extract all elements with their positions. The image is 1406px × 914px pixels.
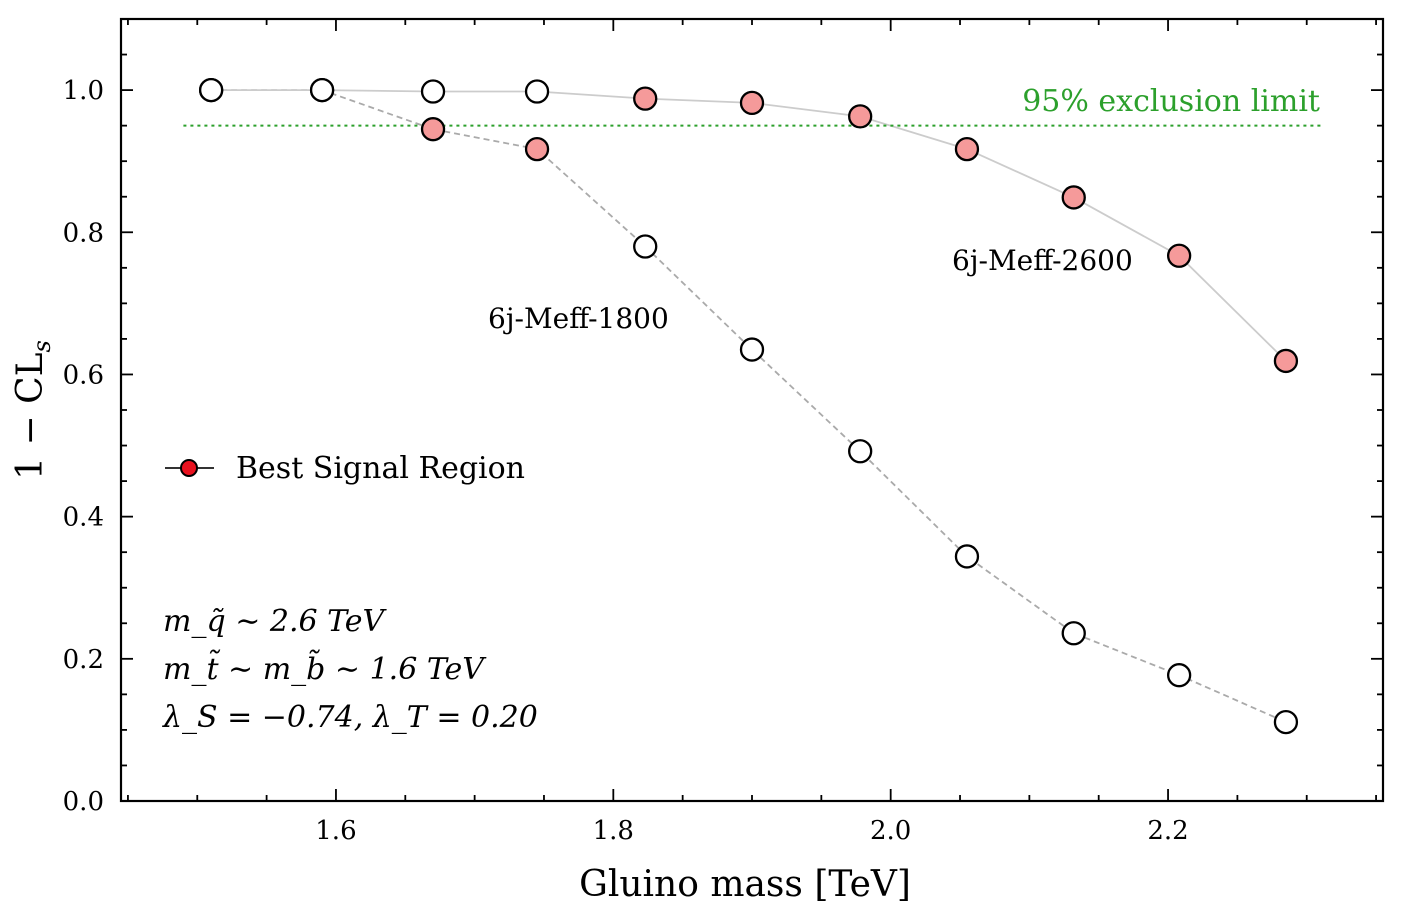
point-6j-meff-2600 xyxy=(1166,243,1192,268)
point-6j-meff-2600 xyxy=(198,77,224,103)
point-6j-meff-1800 xyxy=(633,234,658,259)
point-6j-meff-1800 xyxy=(1273,709,1299,735)
point-6j-meff-1800 xyxy=(1166,663,1192,688)
param-couplings: λ_S = −0.74, λ_T = 0.20 xyxy=(162,700,538,735)
point-6j-meff-2600 xyxy=(633,86,658,111)
x-tick-label: 2.2 xyxy=(1147,816,1188,846)
point-6j-meff-2600 xyxy=(848,104,873,129)
exclusion-limit-label: 95% exclusion limit xyxy=(1022,84,1320,119)
y-axis-title: 1 − CLs xyxy=(10,340,56,480)
point-6j-meff-2600 xyxy=(1273,348,1299,374)
y-tick-label: 0.6 xyxy=(63,360,104,390)
legend: Best Signal Region xyxy=(165,451,525,486)
point-6j-meff-2600 xyxy=(739,90,765,116)
point-6j-meff-2600 xyxy=(1061,185,1086,210)
annotation-6j-meff-1800: 6j-Meff-1800 xyxy=(488,302,669,335)
x-tick-label: 2.0 xyxy=(870,816,911,846)
param-squark-mass: m_q̃ ∼ 2.6 TeV xyxy=(163,604,388,639)
y-tick-label: 0.0 xyxy=(63,787,104,817)
plot-frame xyxy=(119,17,1385,803)
y-tick-label: 1.0 xyxy=(63,76,104,106)
point-6j-meff-2600 xyxy=(309,77,335,103)
point-6j-meff-1800 xyxy=(848,439,873,464)
point-6j-meff-2600 xyxy=(524,79,550,104)
y-axis-title-subscript: s xyxy=(28,340,56,352)
point-6j-meff-2600 xyxy=(420,79,446,104)
legend-marker-icon xyxy=(180,459,198,477)
series-line-6j-meff-2600 xyxy=(211,89,1287,362)
x-axis-title: Gluino mass [TeV] xyxy=(579,864,911,905)
annotation-6j-meff-2600: 6j-Meff-2600 xyxy=(952,244,1133,277)
point-6j-meff-2600 xyxy=(954,136,980,162)
point-6j-meff-1800 xyxy=(954,544,980,569)
point-6j-meff-1800 xyxy=(739,337,765,362)
param-stop-sbottom-mass: m_t̃ ∼ m_b̃ ∼ 1.6 TeV xyxy=(163,649,487,687)
y-tick-label: 0.8 xyxy=(63,218,104,248)
x-tick-label: 1.6 xyxy=(315,816,356,846)
point-6j-meff-1800 xyxy=(1061,621,1086,646)
y-axis-title-main: 1 − CL xyxy=(10,352,51,480)
data-points xyxy=(198,77,1299,735)
point-6j-meff-1800 xyxy=(420,117,446,142)
x-tick-label: 1.8 xyxy=(593,816,634,846)
model-parameters: m_q̃ ∼ 2.6 TeV m_t̃ ∼ m_b̃ ∼ 1.6 TeV λ_S… xyxy=(162,604,538,735)
y-tick-label: 0.4 xyxy=(63,503,104,533)
y-tick-label: 0.2 xyxy=(63,645,104,675)
point-6j-meff-1800 xyxy=(524,136,550,162)
tick-labels: 1.6 1.8 2.0 2.2 0.0 0.2 0.4 0.6 0.8 1.0 xyxy=(63,76,1189,846)
legend-label: Best Signal Region xyxy=(236,451,525,486)
